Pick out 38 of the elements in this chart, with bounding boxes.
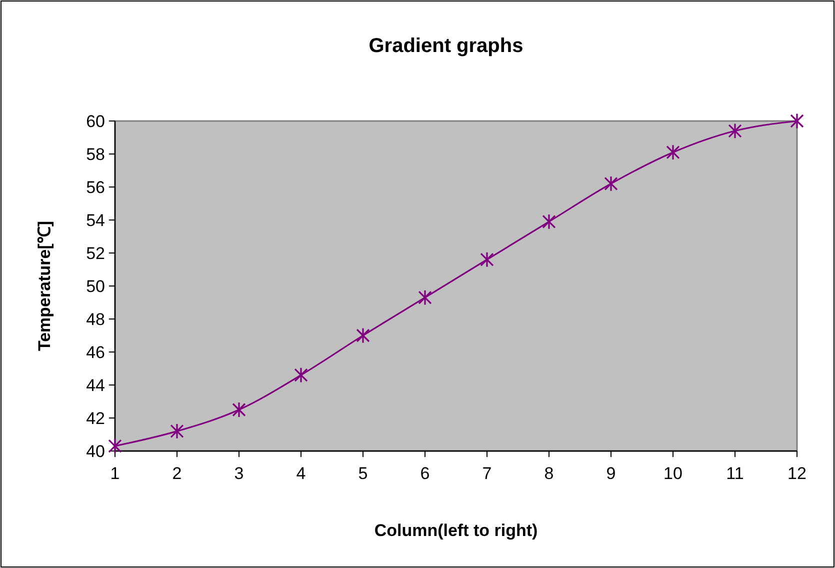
chart-title: Gradient graphs — [368, 35, 524, 57]
point — [790, 113, 804, 129]
y-axis-title: Temperature[℃] — [35, 220, 54, 352]
point — [666, 144, 680, 160]
point — [604, 176, 618, 192]
y-tick-label: 58 — [86, 144, 105, 164]
x-tick-label: 1 — [110, 464, 120, 483]
x-tick-label: 12 — [788, 464, 806, 483]
x-tick-label: 6 — [420, 464, 430, 483]
x-tick-label: 11 — [726, 464, 744, 483]
x-tick-label: 8 — [544, 464, 554, 483]
point — [480, 252, 494, 268]
y-tick-label: 54 — [86, 210, 105, 230]
point — [728, 122, 742, 139]
x-tick-label: 3 — [234, 464, 244, 483]
x-tick-label: 9 — [606, 464, 616, 483]
x-tick-label: 4 — [296, 464, 306, 483]
y-tick-label: 60 — [86, 112, 105, 131]
y-tick-label: 44 — [86, 376, 105, 395]
point — [170, 423, 184, 440]
point — [108, 438, 122, 454]
y-tick-label: 50 — [86, 276, 105, 296]
x-tick-label: 10 — [664, 464, 682, 483]
y-tick-label: 52 — [86, 244, 105, 263]
y-tick-label: 40 — [86, 442, 105, 461]
point — [356, 328, 370, 344]
y-tick-label: 48 — [86, 310, 105, 329]
point — [418, 290, 432, 306]
point — [294, 367, 308, 384]
x-tick-label: 5 — [358, 464, 368, 483]
y-tick-label: 42 — [86, 408, 105, 428]
point — [542, 214, 556, 230]
x-axis-title: Column(left to right) — [374, 521, 538, 540]
y-tick-label: 56 — [86, 178, 105, 197]
y-tick-label: 46 — [86, 342, 105, 362]
x-tick-label: 7 — [482, 464, 492, 483]
point — [232, 402, 246, 418]
x-tick-label: 2 — [172, 464, 182, 483]
